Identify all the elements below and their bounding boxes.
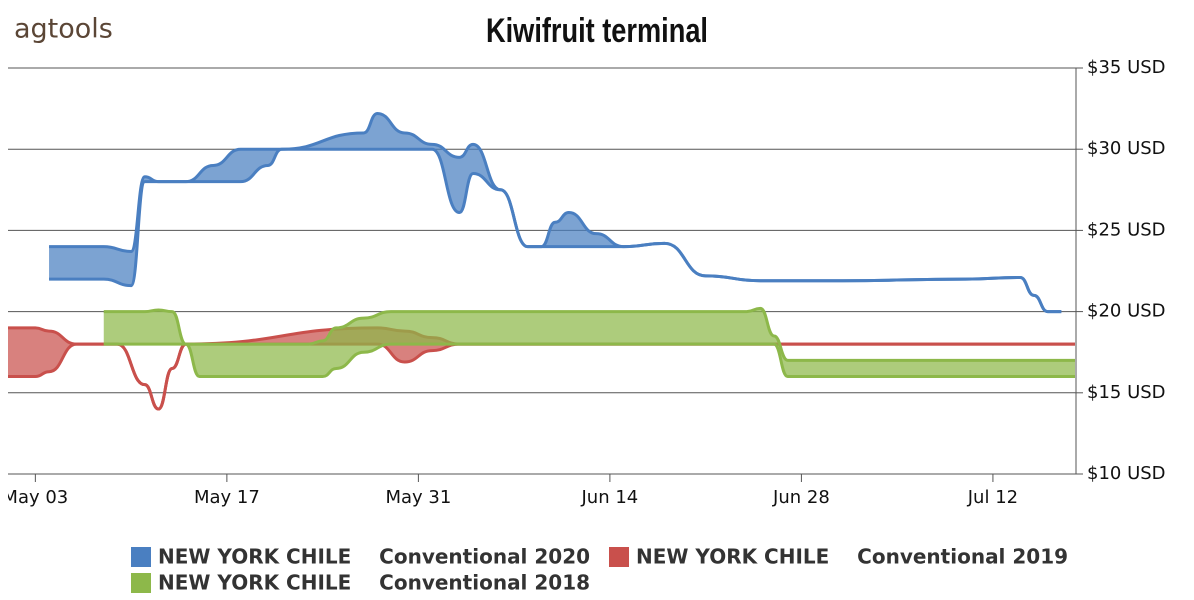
legend-swatch (131, 573, 151, 593)
legend-label: NEW YORK CHILE Conventional 2018 (158, 571, 590, 595)
y-tick-label: $15 USD (1087, 382, 1166, 403)
range-high-line (49, 111, 1062, 314)
legend-swatch (131, 547, 151, 567)
x-tick-label: Jun 28 (772, 487, 830, 508)
y-tick-label: $30 USD (1087, 138, 1166, 159)
y-tick-label: $25 USD (1087, 219, 1166, 240)
chart-title: Kiwifruit terminal (486, 11, 708, 50)
axes: $10 USD $15 USD $20 USD $25 USD $30 USD $35 U… (8, 57, 1166, 484)
x-tick-label: Jun 14 (581, 487, 639, 508)
x-tick-label: May 17 (194, 487, 260, 508)
x-tick-label: May 03 (2, 487, 68, 508)
logo: agtools (14, 14, 113, 45)
y-tick-label: $10 USD (1087, 463, 1166, 484)
x-tick-label: May 31 (385, 487, 451, 508)
range-low-line (103, 342, 1075, 379)
legend-label: NEW YORK CHILE Conventional 2020 (158, 545, 590, 569)
legend-label: NEW YORK CHILE Conventional 2019 (636, 545, 1068, 569)
plot-area (8, 111, 1075, 411)
range-high-line (103, 306, 1075, 362)
y-tick-label: $35 USD (1087, 57, 1166, 78)
grid (8, 67, 1075, 475)
range-low-line (49, 147, 1062, 314)
legend-swatch (609, 547, 629, 567)
x-tick-label: Jul 12 (967, 487, 1018, 508)
legend: NEW YORK CHILE Conventional 2020 NEW YORK… (131, 545, 1068, 595)
x-axis-labels: May 03 May 17 May 31 Jun 14 Jun 28 Jul 12 (2, 487, 1018, 508)
range-area (49, 113, 1062, 312)
y-tick-label: $20 USD (1087, 301, 1166, 322)
